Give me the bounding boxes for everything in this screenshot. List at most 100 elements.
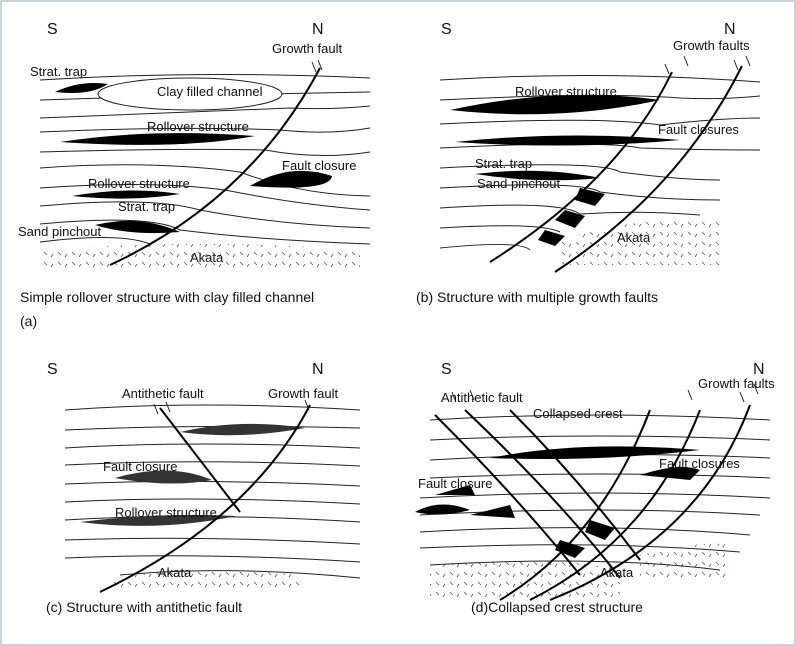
label: Growth fault xyxy=(272,41,342,56)
strata-line xyxy=(64,498,361,505)
fault-line xyxy=(109,67,321,266)
reservoir-lens xyxy=(95,220,180,234)
label: Akata xyxy=(600,565,634,580)
strata-line xyxy=(39,219,371,245)
strata-line xyxy=(119,570,361,579)
fault-line xyxy=(549,404,751,601)
fault-line xyxy=(554,65,743,273)
label: Akata xyxy=(158,565,192,580)
strata-line xyxy=(39,164,371,197)
reservoir-lens xyxy=(585,520,615,540)
akata-shale xyxy=(640,543,730,580)
label: N xyxy=(312,21,324,38)
label: Akata xyxy=(617,230,651,245)
akata-shale xyxy=(110,570,300,592)
strata-line xyxy=(439,225,561,233)
fault-line xyxy=(434,414,581,576)
strata-line xyxy=(64,555,361,563)
label: Growth faults xyxy=(673,38,750,53)
label: S xyxy=(47,361,58,378)
reservoir-lens xyxy=(180,423,305,436)
label: S xyxy=(441,21,452,38)
strata-line xyxy=(64,404,361,411)
label: (b) Structure with multiple growth fault… xyxy=(416,289,658,305)
fault-line xyxy=(489,71,673,263)
label: Strat. trap xyxy=(475,156,532,171)
strata-line xyxy=(419,544,741,553)
fault-line xyxy=(499,409,651,601)
label: Akata xyxy=(190,250,224,265)
akata-shale xyxy=(560,219,720,265)
strata-line xyxy=(39,127,371,133)
strata-line xyxy=(429,473,771,479)
strata-line xyxy=(429,435,771,441)
strata-line xyxy=(419,492,771,499)
reservoir-lens xyxy=(72,190,180,199)
strata-line xyxy=(64,425,361,431)
reservoir-lens xyxy=(435,485,475,495)
strata-line xyxy=(64,443,361,449)
reservoir-lens xyxy=(250,170,332,188)
fault-line xyxy=(509,409,641,561)
label: Sand pinchout xyxy=(18,224,102,239)
label: Collapsed crest xyxy=(533,406,623,421)
label: Fault closures xyxy=(658,122,739,137)
label: N xyxy=(753,361,765,378)
label: Antithetic fault xyxy=(441,390,523,405)
strata-line xyxy=(439,94,761,101)
strata-line xyxy=(451,383,759,403)
label: Growth fault xyxy=(268,386,338,401)
panel-c: S N Antithetic fault Growth fault Fault … xyxy=(46,361,361,615)
reservoir-lens xyxy=(538,230,565,246)
reservoir-lens xyxy=(60,133,255,145)
label: (c) Structure with antithetic fault xyxy=(46,599,242,615)
akata-shale xyxy=(40,244,360,268)
label: Clay filled channel xyxy=(157,84,263,99)
strata-line xyxy=(419,509,761,516)
panel-a: S N Growth fault Strat. trap Clay filled… xyxy=(18,21,371,329)
strata-line xyxy=(64,480,361,487)
label: Sand pinchout xyxy=(477,176,561,191)
reservoir-lens xyxy=(55,83,108,93)
reservoir-lens xyxy=(455,135,680,146)
strata-line xyxy=(439,164,721,181)
strata-line xyxy=(439,117,761,126)
strata-line xyxy=(439,74,761,83)
strata-line xyxy=(153,399,310,415)
label: Simple rollover structure with clay fill… xyxy=(20,289,314,305)
reservoir-lens xyxy=(490,446,700,459)
label: Rollover structure xyxy=(115,505,217,520)
label: Strat. trap xyxy=(30,64,87,79)
fault-line xyxy=(464,409,621,579)
strata-line xyxy=(429,414,771,421)
panel-d: S N Antithetic fault Collapsed crest Gro… xyxy=(415,361,775,615)
reservoir-lens xyxy=(80,514,236,526)
fault-line xyxy=(159,407,241,513)
label: (d)Collapsed crest structure xyxy=(471,599,643,615)
label: Fault closures xyxy=(659,456,740,471)
fault-line xyxy=(529,409,701,601)
reservoir-lens xyxy=(450,94,660,115)
label: S xyxy=(47,21,58,38)
strata-line xyxy=(64,461,361,467)
reservoir-lens xyxy=(475,170,600,181)
label: Rollover structure xyxy=(88,176,190,191)
label: N xyxy=(312,361,324,378)
label: Fault closure xyxy=(282,158,356,173)
label: N xyxy=(724,21,736,38)
label: Rollover structure xyxy=(515,84,617,99)
strata-line xyxy=(39,73,371,81)
strata-line xyxy=(429,560,721,571)
strata-line xyxy=(39,105,371,119)
strata-line xyxy=(39,236,151,245)
strata-line xyxy=(439,204,701,216)
strata-line xyxy=(664,55,751,75)
label: Rollover structure xyxy=(147,119,249,134)
clay-channel xyxy=(97,77,283,111)
strata-line xyxy=(311,59,323,73)
strata-line xyxy=(439,243,531,251)
label: Fault closure xyxy=(103,459,177,474)
label: Antithetic fault xyxy=(122,386,204,401)
